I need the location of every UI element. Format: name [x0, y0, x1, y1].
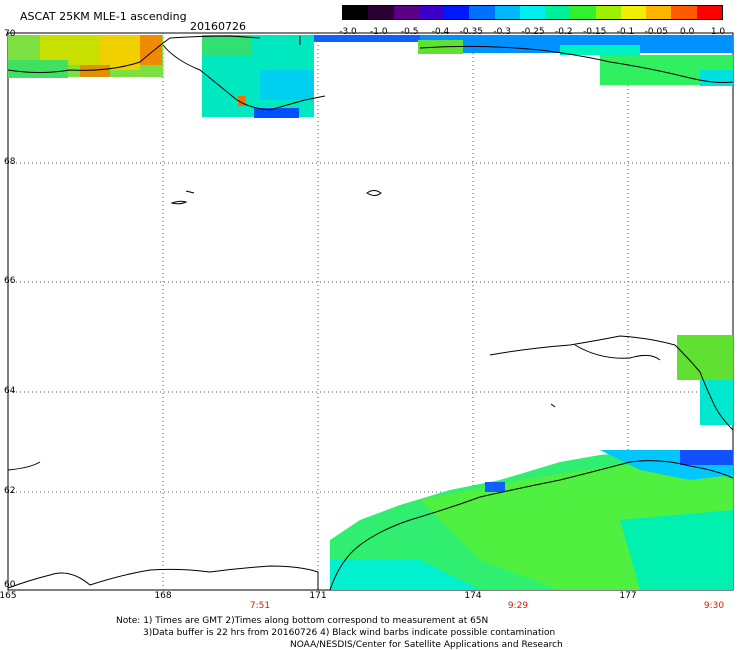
- note-line-1: Note: 1) Times are GMT 2)Times along bot…: [116, 616, 489, 626]
- color-scale-tick-label: -1.0: [370, 27, 388, 37]
- color-scale-tick-label: -0.5: [400, 27, 419, 37]
- color-scale-segment: [368, 6, 394, 19]
- color-scale-tick-label: -0.15: [583, 27, 607, 37]
- color-scale-tick-label: -0.4: [431, 27, 450, 37]
- color-scale-segment: [595, 6, 621, 19]
- wind-data-swath-north: [202, 35, 314, 118]
- color-scale-tick-label: -0.25: [521, 27, 545, 37]
- wind-data-swath-east: [677, 335, 733, 425]
- color-scale-segment: [646, 6, 672, 19]
- time-label: 9:30: [703, 601, 725, 611]
- lat-label: 66: [4, 276, 16, 286]
- time-label: 9:29: [507, 601, 529, 611]
- color-scale-segment: [696, 6, 722, 19]
- wind-data-swath-northeast: [314, 35, 733, 86]
- coastlines: [7, 35, 734, 591]
- lon-label: 177: [619, 591, 637, 601]
- color-scale-segment: [418, 6, 445, 19]
- color-scale-bar: [342, 5, 723, 20]
- color-scale-segment: [570, 6, 596, 19]
- color-scale-tick-label: -0.3: [493, 27, 511, 37]
- lon-label: 174: [464, 591, 482, 601]
- lat-label: 60: [4, 580, 16, 590]
- color-scale-segment: [393, 6, 419, 19]
- lon-label: 171: [309, 591, 327, 601]
- lon-label: 168: [154, 591, 172, 601]
- lat-label: 64: [4, 386, 16, 396]
- lat-label: 62: [4, 486, 16, 496]
- color-scale-segment: [469, 6, 495, 19]
- color-scale-segment: [671, 6, 697, 19]
- note-line-2: 3)Data buffer is 22 hrs from 20160726 4)…: [143, 628, 556, 638]
- lon-label: 165: [0, 591, 17, 601]
- time-label: 7:51: [249, 601, 271, 611]
- color-scale-segment: [545, 6, 571, 19]
- color-scale-segment: [620, 6, 647, 19]
- color-scale-tick-label: -0.35: [459, 27, 483, 37]
- color-scale-tick-label: -0.1: [616, 27, 635, 37]
- map-title: ASCAT 25KM MLE-1 ascending: [20, 10, 187, 23]
- color-scale-segment: [494, 6, 520, 19]
- lat-label: 70: [4, 29, 16, 39]
- color-scale-tick-label: 1.0: [710, 27, 726, 37]
- lat-label: 68: [4, 157, 16, 167]
- color-scale-tick-label: -0.05: [644, 27, 668, 37]
- color-scale-tick-label: 0.0: [679, 27, 695, 37]
- wind-data-swath-northwest: [8, 35, 163, 78]
- color-scale-segment: [519, 6, 546, 19]
- note-line-3: NOAA/NESDIS/Center for Satellite Applica…: [290, 640, 563, 650]
- color-scale-segment: [444, 6, 470, 19]
- color-scale-tick-label: -0.2: [555, 27, 573, 37]
- color-scale-tick-label: -3.0: [339, 27, 357, 37]
- map-date: 20160726: [190, 20, 246, 33]
- color-scale-segment: [343, 6, 369, 19]
- wind-data-swath-south: [330, 450, 733, 590]
